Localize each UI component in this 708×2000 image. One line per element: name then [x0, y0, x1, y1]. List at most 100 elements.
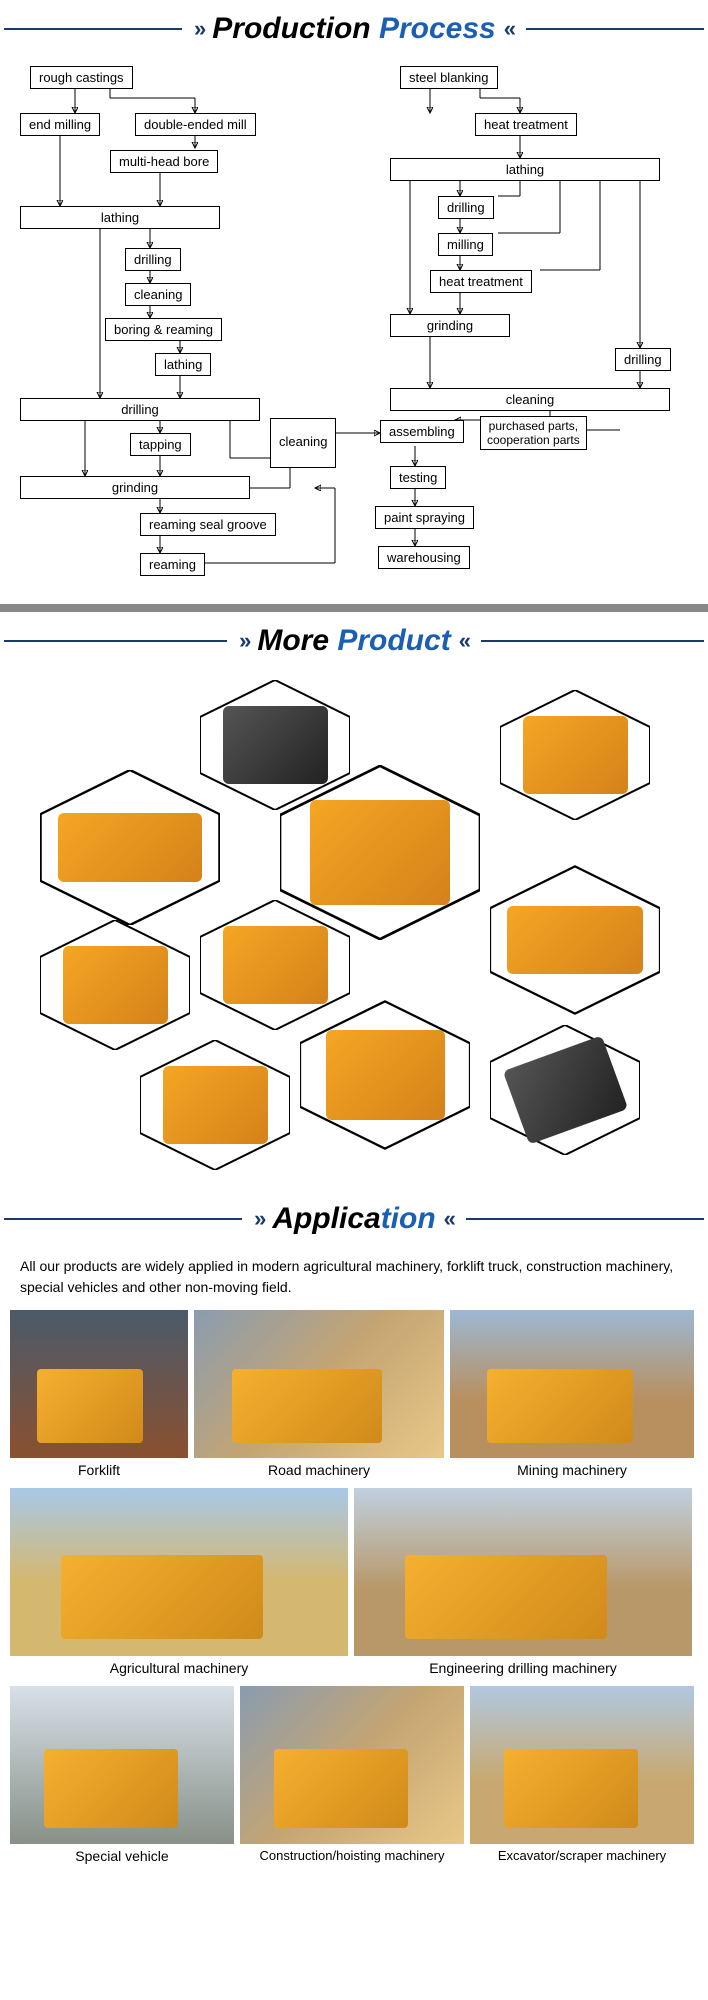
application-title: Application [272, 1202, 435, 1236]
fc-end-milling: end milling [20, 113, 100, 136]
fc-lathing2: lathing [155, 353, 211, 376]
product-hex [490, 1025, 640, 1155]
fc-reaming: reaming [140, 553, 205, 576]
app-item-drilling: Engineering drilling machinery [354, 1488, 692, 1680]
app-image [10, 1686, 234, 1844]
arrows-left-icon: « [504, 16, 514, 42]
product-hex [500, 690, 650, 820]
app-image [240, 1686, 464, 1844]
app-label: Mining machinery [517, 1458, 627, 1482]
production-title: Production Process [212, 12, 495, 46]
fc-drilling1: drilling [125, 248, 181, 271]
header-line [4, 640, 227, 642]
header-line [4, 1218, 242, 1220]
app-label: Road machinery [268, 1458, 370, 1482]
fc-reaming-seal-groove: reaming seal groove [140, 513, 276, 536]
product-image [63, 946, 168, 1024]
fc-drilling-r2: drilling [615, 348, 671, 371]
application-grid: Forklift Road machinery Mining machinery… [0, 1306, 708, 1872]
app-label: Engineering drilling machinery [429, 1656, 617, 1680]
app-item-road: Road machinery [194, 1310, 444, 1482]
product-image [163, 1066, 268, 1144]
product-hex [300, 1000, 470, 1150]
app-image [194, 1310, 444, 1458]
header-line [481, 640, 704, 642]
app-row: Agricultural machinery Engineering drill… [10, 1488, 698, 1680]
app-row: Forklift Road machinery Mining machinery [10, 1310, 698, 1482]
fc-heat-treatment2: heat treatment [430, 270, 532, 293]
product-hex [140, 1040, 290, 1170]
product-hex [40, 920, 190, 1050]
app-image [470, 1686, 694, 1844]
fc-assembling: assembling [380, 420, 464, 443]
fc-milling: milling [438, 233, 493, 256]
production-header: » Production Process « [0, 0, 708, 58]
divider [0, 604, 708, 612]
product-image [523, 716, 628, 794]
product-image [223, 706, 328, 784]
fc-cleaning-r: cleaning [390, 388, 670, 411]
fc-tapping: tapping [130, 433, 191, 456]
app-item-forklift: Forklift [10, 1310, 188, 1482]
fc-cleaning1: cleaning [125, 283, 191, 306]
production-flowchart: rough castings end milling double-ended … [0, 58, 708, 598]
title-blue: Process [379, 12, 496, 45]
fc-heat-treatment1: heat treatment [475, 113, 577, 136]
application-intro-text: All our products are widely applied in m… [0, 1248, 708, 1306]
app-image [10, 1310, 188, 1458]
app-label: Forklift [78, 1458, 120, 1482]
app-label: Special vehicle [75, 1844, 168, 1868]
app-item-excavator: Excavator/scraper machinery [470, 1686, 694, 1868]
fc-drilling-r1: drilling [438, 196, 494, 219]
fc-rough-castings: rough castings [30, 66, 133, 89]
header-line [526, 28, 704, 30]
more-product-header: » More Product « [0, 612, 708, 670]
fc-purchased-parts: purchased parts, cooperation parts [480, 416, 587, 450]
app-row: Special vehicle Construction/hoisting ma… [10, 1686, 698, 1868]
product-image [58, 813, 202, 883]
header-line [4, 28, 182, 30]
title-blue: tion [381, 1202, 436, 1235]
app-image [450, 1310, 694, 1458]
app-item-special-vehicle: Special vehicle [10, 1686, 234, 1868]
app-image [354, 1488, 692, 1656]
product-image [507, 906, 643, 974]
fc-grinding1: grinding [20, 476, 250, 499]
product-image [223, 926, 328, 1004]
fc-cleaning2: cleaning [270, 418, 336, 468]
fc-grinding-r: grinding [390, 314, 510, 337]
fc-drilling2: drilling [20, 398, 260, 421]
fc-lathing1: lathing [20, 206, 220, 229]
fc-multi-head-bore: multi-head bore [110, 150, 218, 173]
app-label: Agricultural machinery [110, 1656, 249, 1680]
fc-lathing-r: lathing [390, 158, 660, 181]
app-item-construction: Construction/hoisting machinery [240, 1686, 464, 1868]
arrows-right-icon: » [239, 628, 249, 654]
title-blue: Product [337, 624, 450, 657]
fc-warehousing: warehousing [378, 546, 470, 569]
arrows-left-icon: « [459, 628, 469, 654]
products-hex-grid [0, 670, 708, 1190]
fc-steel-blanking: steel blanking [400, 66, 498, 89]
application-header: » Application « [0, 1190, 708, 1248]
app-label: Excavator/scraper machinery [498, 1844, 666, 1867]
product-hex [40, 770, 220, 925]
arrows-right-icon: » [254, 1206, 264, 1232]
product-image [310, 800, 450, 905]
title-dark: Production [212, 12, 379, 45]
arrows-right-icon: » [194, 16, 204, 42]
app-item-agricultural: Agricultural machinery [10, 1488, 348, 1680]
product-hex [490, 865, 660, 1015]
fc-boring-reaming: boring & reaming [105, 318, 222, 341]
app-label: Construction/hoisting machinery [260, 1844, 445, 1867]
fc-double-ended-mill: double-ended mill [135, 113, 256, 136]
arrows-left-icon: « [444, 1206, 454, 1232]
more-product-title: More Product [257, 624, 450, 658]
app-image [10, 1488, 348, 1656]
app-item-mining: Mining machinery [450, 1310, 694, 1482]
fc-testing: testing [390, 466, 446, 489]
title-dark: Applica [272, 1202, 380, 1235]
title-dark: More [257, 624, 337, 657]
header-line [466, 1218, 704, 1220]
fc-paint-spraying: paint spraying [375, 506, 474, 529]
